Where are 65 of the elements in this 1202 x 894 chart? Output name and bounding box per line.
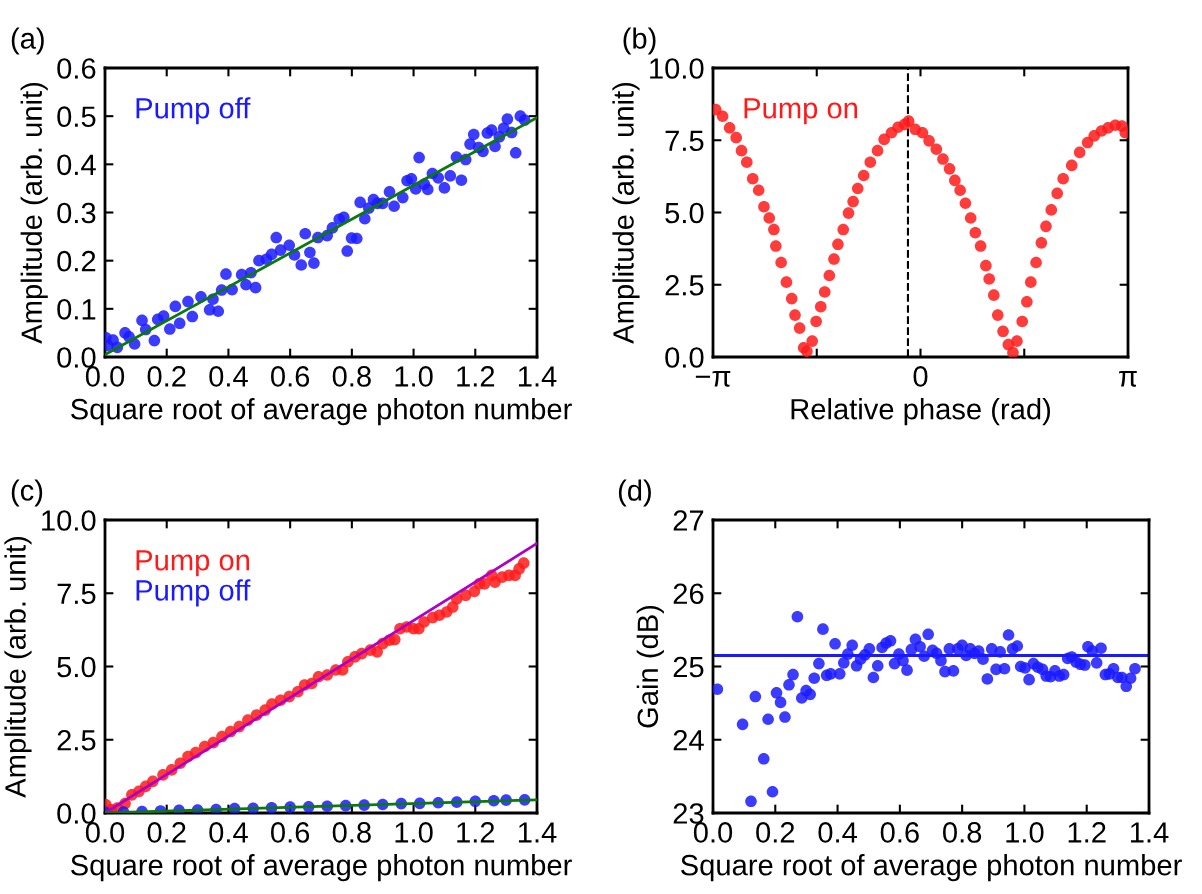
x-tick-label: 1.4: [518, 366, 557, 387]
x-tick-label: 0.2: [756, 822, 795, 843]
x-tick-label: 0.8: [943, 822, 982, 843]
x-tick-label: 0.8: [332, 366, 371, 387]
x-axis-title: Square root of average photon number: [71, 398, 572, 426]
x-tick-label: 0.2: [147, 822, 186, 843]
y-tick-label: 0.0: [665, 347, 704, 368]
y-axis-title: Amplitude (arb. unit): [612, 82, 640, 344]
x-tick-label: 0.2: [147, 366, 186, 387]
y-tick-label: 0.3: [57, 202, 96, 224]
x-tick-label: 0.0: [693, 822, 733, 843]
x-axis-title: Square root of average photon number: [71, 854, 572, 882]
chart-title: (b): [623, 27, 656, 55]
y-tick-label: 0.5: [57, 106, 96, 128]
y-tick-label: 26: [673, 583, 704, 605]
y-tick-label: 25: [673, 656, 704, 678]
y-tick-label: 0.0: [57, 803, 96, 824]
y-tick-label: 7.5: [665, 130, 704, 152]
x-tick-label: 0.4: [209, 822, 248, 843]
y-tick-label: 2.5: [57, 729, 96, 751]
x-tick-label: 0.4: [818, 822, 857, 843]
x-tick-label: 0.4: [209, 366, 248, 387]
y-tick-label: 24: [673, 729, 704, 751]
x-tick-label: 1.0: [1006, 822, 1044, 843]
y-tick-label: 5.0: [57, 656, 96, 678]
y-tick-label: 23: [673, 803, 704, 824]
x-tick-label: 1.0: [395, 366, 433, 387]
x-tick-label: π: [1119, 371, 1137, 387]
x-tick-label: 1.2: [457, 822, 495, 843]
x-tick-label: 1.0: [395, 822, 433, 843]
x-tick-label: 0.0: [85, 822, 125, 843]
x-tick-label: −π: [695, 371, 731, 387]
series-label: Pump on: [744, 98, 858, 125]
y-tick-label: 0.6: [57, 58, 96, 79]
x-axis-title: Relative phase (rad): [791, 398, 1051, 426]
x-tick-label: 1.2: [457, 366, 495, 387]
x-axis-title: Square root of average photon number: [681, 854, 1182, 882]
text: Pump off: [136, 97, 251, 125]
text: Pump on: [136, 550, 250, 577]
x-tick-label: 0.6: [271, 366, 310, 387]
y-axis-title: Amplitude (arb. unit): [20, 82, 48, 344]
y-tick-label: 0.1: [57, 299, 96, 320]
y-axis-title: Gain (dB): [636, 605, 664, 728]
text: Pump off: [136, 579, 251, 607]
x-tick-label: 0.6: [880, 822, 919, 843]
y-tick-label: 10.0: [650, 58, 704, 79]
y-axis-title: Amplitude (arb. unit): [4, 536, 32, 798]
x-tick-label: 0: [913, 366, 928, 387]
y-tick-label: 5.0: [665, 202, 704, 224]
y-tick-label: 0.0: [57, 347, 96, 368]
x-tick-label: 1.2: [1068, 822, 1106, 843]
x-tick-label: 0.0: [85, 366, 125, 387]
x-tick-label: 0.6: [271, 822, 310, 843]
y-tick-label: 2.5: [665, 274, 704, 296]
y-tick-label: 0.2: [57, 250, 96, 272]
chart-title: (d): [618, 479, 651, 507]
x-tick-label: 1.4: [518, 822, 557, 843]
x-tick-label: 1.4: [1130, 822, 1169, 843]
y-tick-label: 7.5: [57, 583, 96, 605]
chart-title: (a): [11, 27, 44, 55]
chart-title: (c): [11, 479, 43, 507]
y-tick-label: 10.0: [42, 510, 96, 531]
y-tick-label: 27: [673, 510, 704, 531]
x-tick-label: 0.8: [332, 822, 371, 843]
y-tick-label: 0.4: [57, 154, 96, 176]
